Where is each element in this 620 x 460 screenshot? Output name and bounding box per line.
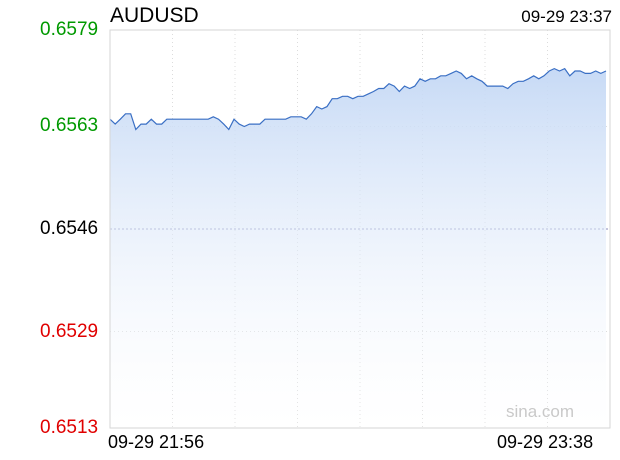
y-tick-label: 0.6529 <box>40 320 99 342</box>
last-update-time: 09-29 23:37 <box>521 7 612 26</box>
price-line <box>109 67 607 131</box>
y-tick-label: 0.6546 <box>40 218 99 239</box>
chart-title: AUDUSD <box>110 4 199 27</box>
y-tick-label: 0.6563 <box>40 115 99 137</box>
y-tick-label: 0.6513 <box>40 417 99 438</box>
watermark: sina.com <box>506 402 575 421</box>
plot-frame <box>109 29 611 429</box>
x-tick-label-end: 09-29 23:38 <box>497 432 594 452</box>
y-tick-label: 0.6579 <box>40 19 99 40</box>
x-tick-label-start: 09-29 21:56 <box>108 432 205 452</box>
price-area-fill <box>110 68 606 428</box>
